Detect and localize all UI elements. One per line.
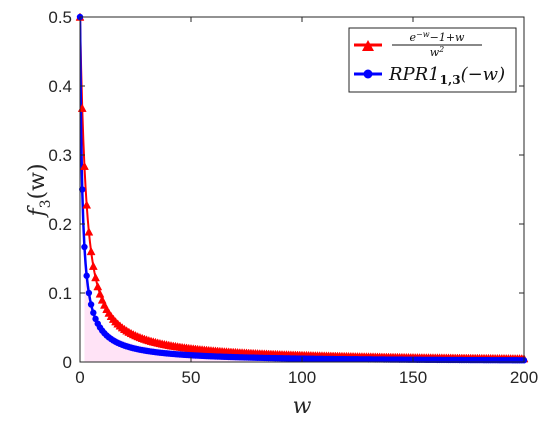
legend-series2-label: RPR11,3(−w): [388, 64, 505, 87]
y-axis-label-sub: 3: [38, 199, 54, 208]
y-axis-label-arg: (w): [25, 163, 50, 199]
y-axis-label-text: f3(w): [25, 163, 54, 218]
legend-series1-marker: [362, 40, 374, 51]
legend-series1-label: e−w−1+w w2: [392, 30, 482, 59]
y-tick-label: 0.1: [48, 284, 72, 303]
series2-point: [90, 309, 97, 316]
series1-point: [95, 289, 105, 298]
series2-point: [87, 301, 95, 308]
series1-point: [88, 261, 98, 270]
series1-point: [80, 161, 89, 170]
y-tick-label: 0.4: [48, 77, 72, 96]
series2-point: [83, 272, 90, 279]
marker-layer: [75, 12, 529, 364]
series1-point: [84, 227, 94, 236]
y-axis: 0 0.1 0.2 0.3 0.4 0.5: [48, 8, 524, 372]
x-axis: 0 50 100 150 200: [75, 17, 538, 387]
series2-point: [79, 186, 86, 193]
series2-point: [85, 289, 93, 297]
y-tick-label: 0: [63, 353, 72, 372]
legend-box: [348, 27, 517, 93]
series1-point: [93, 281, 103, 291]
legend-series2-marker: [363, 69, 373, 79]
series1-point: [91, 272, 100, 282]
y-tick-label: 0.5: [48, 8, 72, 27]
series1-point: [86, 246, 96, 256]
x-tick-label: 150: [399, 368, 427, 387]
y-tick-label: 0.2: [48, 215, 72, 234]
x-tick-label: 100: [288, 368, 316, 387]
series2-point: [81, 243, 88, 251]
legend-series1-denominator: w2: [430, 45, 445, 59]
legend-series1-numerator: e−w−1+w: [410, 30, 466, 44]
series2-point: [92, 315, 99, 323]
y-tick-label: 0.3: [48, 146, 72, 165]
plot-area: [75, 12, 529, 364]
x-tick-label: 50: [182, 368, 201, 387]
x-axis-label: w: [293, 394, 312, 419]
series1-point: [82, 200, 92, 209]
y-axis-label: f3(w): [25, 163, 54, 218]
legend: e−w−1+w w2 RPR11,3(−w): [348, 27, 517, 93]
x-tick-label: 200: [510, 368, 538, 387]
x-tick-label: 0: [75, 368, 84, 387]
